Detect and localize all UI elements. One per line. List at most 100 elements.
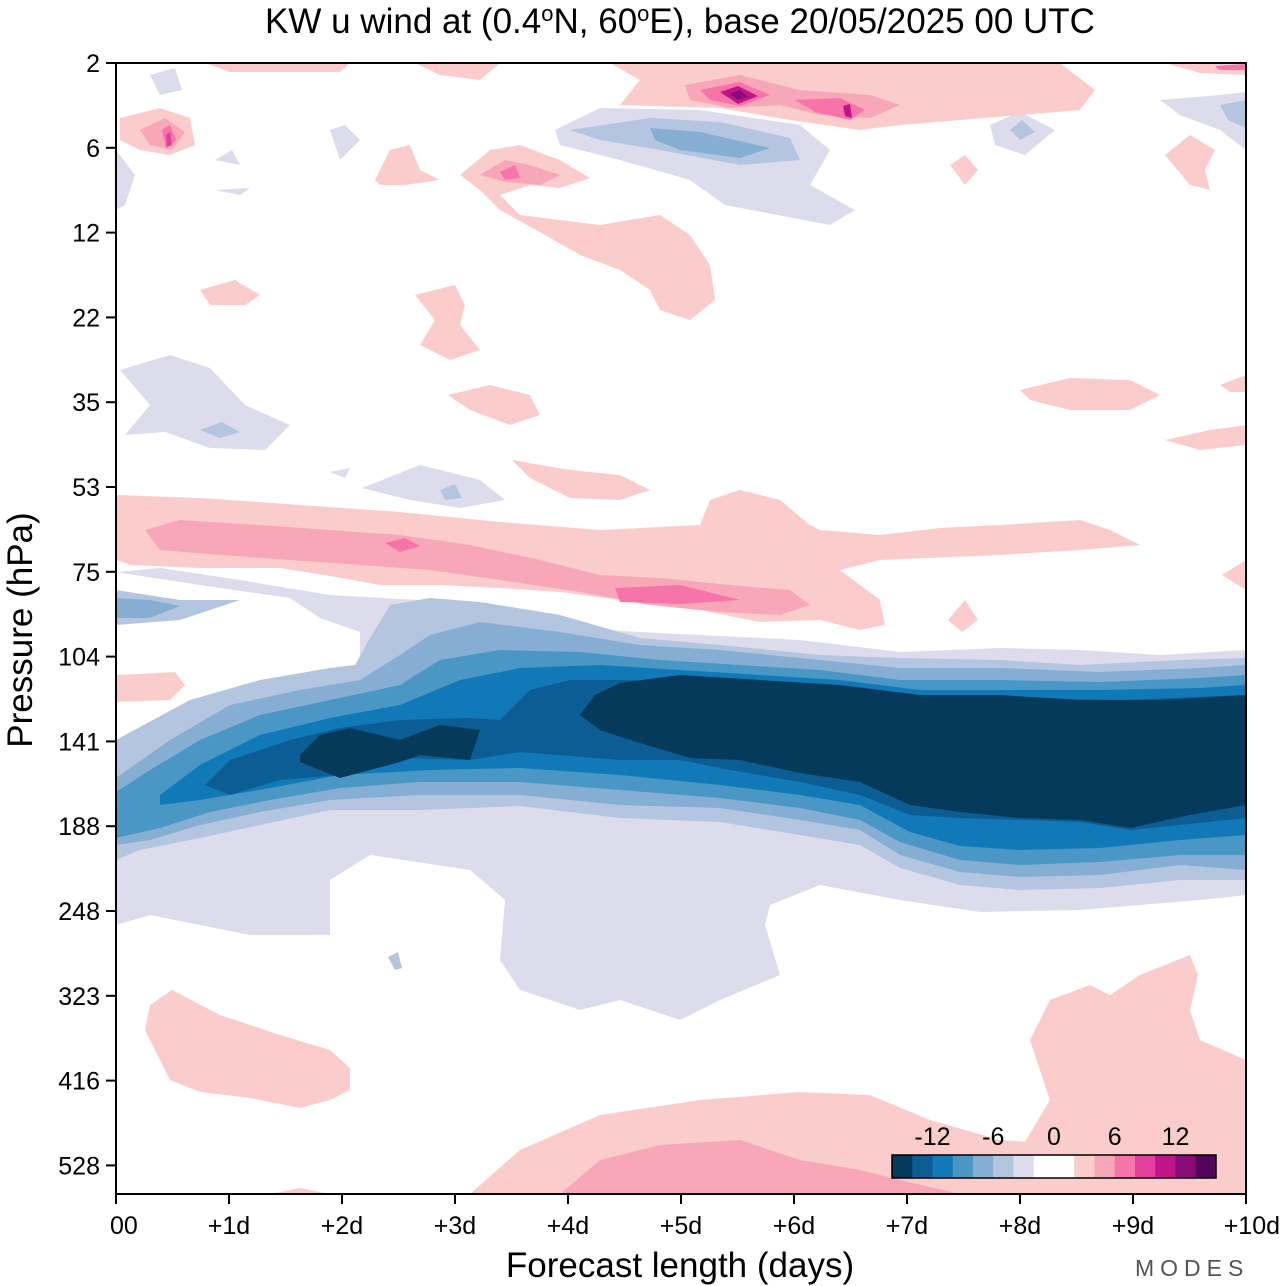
contour-pos-75-right bbox=[1222, 560, 1246, 590]
colorbar-tick-label: 12 bbox=[1162, 1123, 1190, 1151]
colorbar: -12 -6 0 6 12 bbox=[891, 1123, 1217, 1179]
colorbar-swatch bbox=[973, 1155, 994, 1178]
colorbar-swatch bbox=[1094, 1155, 1116, 1178]
contour-neg-35 bbox=[120, 355, 290, 450]
colorbar-swatch bbox=[993, 1155, 1014, 1178]
contour-pos-6-b-3 bbox=[500, 165, 520, 180]
y-tick-label: 53 bbox=[72, 474, 100, 502]
modes-logo: MODES bbox=[1135, 1255, 1249, 1281]
y-tick-label: 188 bbox=[58, 813, 100, 841]
colorbar-swatch bbox=[1013, 1155, 1035, 1178]
contour-pos-6-b-2 bbox=[480, 160, 560, 185]
contour-pos-top-c-5 bbox=[730, 90, 748, 100]
contour-pos-top-right-2 bbox=[1215, 64, 1246, 70]
contour-pos-upper-left-2 bbox=[140, 118, 185, 150]
contour-neg-small-a bbox=[330, 125, 360, 160]
contour-pos-upper-left-4 bbox=[166, 132, 172, 147]
contour-pos-6-a bbox=[375, 145, 440, 185]
colorbar-swatch bbox=[1195, 1155, 1217, 1178]
colorbar-tick-label: 0 bbox=[1047, 1123, 1061, 1151]
x-tick-label: +2d bbox=[321, 1212, 363, 1240]
colorbar-swatch bbox=[1074, 1155, 1095, 1178]
x-tick-label: +6d bbox=[773, 1212, 815, 1240]
colorbar-labels: -12 -6 0 6 12 bbox=[914, 1123, 1189, 1151]
contour-neg-upper-b-3 bbox=[650, 128, 770, 158]
x-tick-label: +3d bbox=[434, 1212, 476, 1240]
contour-neg-35-2 bbox=[200, 422, 240, 438]
y-tick-label: 416 bbox=[58, 1068, 100, 1096]
colorbar-swatches bbox=[892, 1155, 1217, 1178]
contour-neg-small-c bbox=[215, 150, 240, 165]
x-tick-label: +1d bbox=[208, 1212, 250, 1240]
colorbar-swatch bbox=[1135, 1155, 1156, 1178]
colorbar-swatch bbox=[952, 1155, 974, 1178]
contour-pos-6-d bbox=[1165, 135, 1215, 190]
colorbar-swatch bbox=[1155, 1155, 1176, 1178]
y-tick-label: 6 bbox=[86, 135, 100, 163]
contour-neg-upper-left bbox=[116, 150, 135, 210]
y-tick-label: 12 bbox=[72, 220, 100, 248]
y-tick-label: 528 bbox=[58, 1152, 100, 1180]
contour-pos-22-b bbox=[415, 285, 480, 360]
x-tick-label: +9d bbox=[1112, 1212, 1154, 1240]
x-tick-label: 00 bbox=[110, 1212, 138, 1240]
plot-area bbox=[115, 62, 1247, 1195]
y-axis-label: Pressure (hPa) bbox=[1, 512, 40, 747]
x-tick-label: +7d bbox=[886, 1212, 928, 1240]
contour-pos-104-left bbox=[116, 672, 185, 702]
x-axis: 00 +1d +2d +3d +4d +5d +6d +7d +8d +9d +10d Foreca… bbox=[110, 1194, 1280, 1285]
y-axis: 2 6 12 22 35 53 75 104 141 188 248 323 416 528 Pressu… bbox=[1, 50, 116, 1180]
contour-neg-upper-c-2 bbox=[1010, 120, 1035, 140]
degree-symbol: o bbox=[541, 1, 553, 26]
contour-pos-lower-right bbox=[1020, 955, 1246, 1194]
x-tick-label: +10d bbox=[1224, 1212, 1280, 1240]
contour-neg-small-b bbox=[215, 188, 250, 195]
y-tick-label: 141 bbox=[58, 728, 100, 756]
colorbar-swatch bbox=[912, 1155, 933, 1178]
colorbar-swatch bbox=[1033, 1155, 1055, 1178]
contour-pos-top-b bbox=[415, 63, 500, 80]
contour-pos-top-c-4 bbox=[720, 86, 852, 118]
contour-pos-22-a bbox=[200, 280, 260, 305]
contour-pos-6-c bbox=[950, 155, 978, 185]
x-tick-label: +4d bbox=[547, 1212, 589, 1240]
contour-neg-53-small bbox=[330, 468, 350, 478]
y-tick-label: 22 bbox=[72, 304, 100, 332]
colorbar-tick-label: -12 bbox=[914, 1123, 950, 1151]
contour-pos-35-d bbox=[1220, 375, 1246, 392]
colorbar-swatch bbox=[1054, 1155, 1075, 1178]
x-ticks: 00 +1d +2d +3d +4d +5d +6d +7d +8d +9d +10d bbox=[110, 1194, 1280, 1240]
contour-neg-53-2 bbox=[440, 484, 462, 500]
y-tick-label: 323 bbox=[58, 983, 100, 1011]
contour-neg-jet-core bbox=[300, 675, 1246, 828]
degree-symbol: o bbox=[637, 1, 649, 26]
y-tick-label: 248 bbox=[58, 898, 100, 926]
contour-neg-small-d bbox=[388, 952, 402, 970]
y-tick-label: 75 bbox=[72, 559, 100, 587]
contour-pos-band bbox=[116, 490, 1140, 630]
contour-neg-53 bbox=[362, 465, 505, 508]
y-ticks: 2 6 12 22 35 53 75 104 141 188 248 323 416 528 bbox=[58, 50, 116, 1180]
contour-pos-35-a bbox=[448, 385, 540, 425]
contour-pos-75-small bbox=[948, 600, 978, 632]
x-tick-label: +5d bbox=[660, 1212, 702, 1240]
contour-pos-35-b bbox=[1020, 378, 1160, 410]
colorbar-swatch bbox=[892, 1155, 913, 1178]
contour-pos-band-3 bbox=[385, 538, 740, 604]
colorbar-tick-label: -6 bbox=[982, 1123, 1004, 1151]
contour-neg-upper-a bbox=[150, 68, 182, 95]
y-tick-label: 2 bbox=[86, 50, 100, 78]
y-tick-label: 35 bbox=[72, 389, 100, 417]
contour-pos-bottom-2 bbox=[560, 1140, 960, 1194]
x-tick-label: +8d bbox=[999, 1212, 1041, 1240]
contour-pos-lower-left bbox=[145, 990, 350, 1108]
contour-pos-6-b bbox=[460, 145, 715, 320]
colorbar-tick-label: 6 bbox=[1108, 1123, 1122, 1151]
colorbar-swatch bbox=[1114, 1155, 1136, 1178]
chart-title: KW u wind at (0.4oN, 60oE), base 20/05/2… bbox=[265, 1, 1095, 41]
contour-pos-bottom-3 bbox=[270, 1188, 330, 1194]
colorbar-swatch bbox=[932, 1155, 954, 1178]
colorbar-frame bbox=[891, 1154, 1217, 1179]
contour-pos-53-a bbox=[512, 460, 650, 500]
